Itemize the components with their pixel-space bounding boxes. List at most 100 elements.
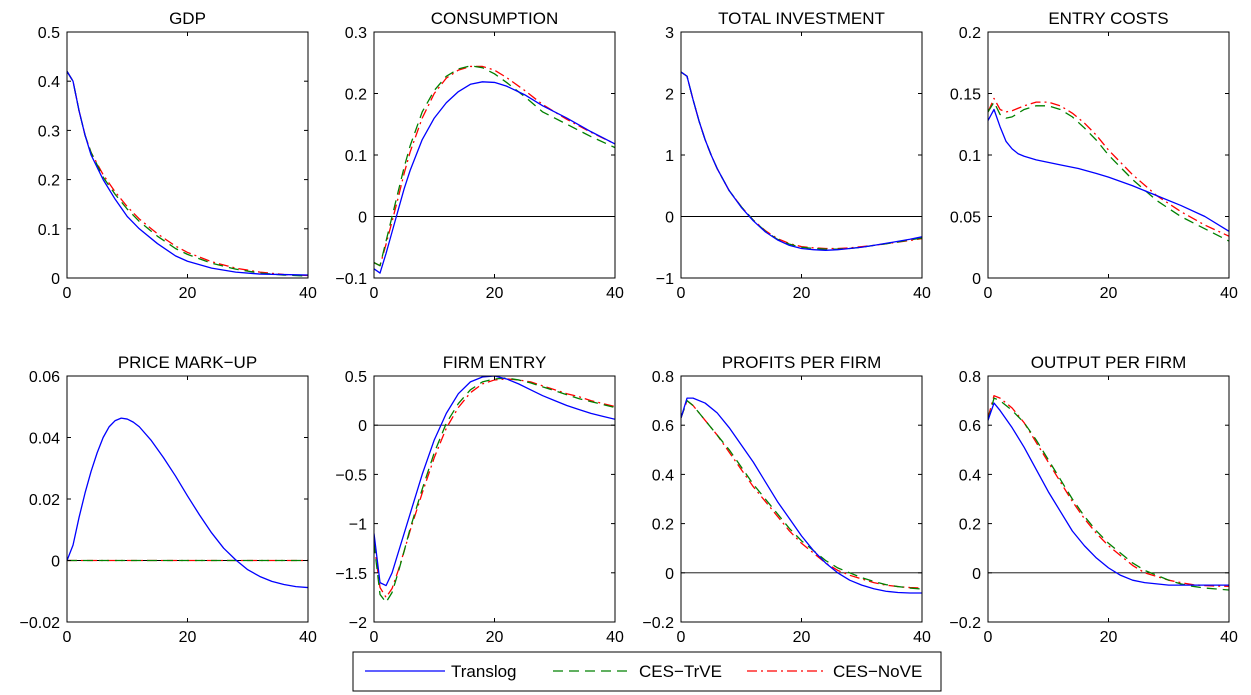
y-tick-label: −0.5: [335, 467, 367, 484]
series-group: [988, 97, 1229, 242]
x-tick-label: 0: [984, 285, 993, 302]
y-tick-label: −0.2: [949, 615, 981, 632]
y-tick-label: 0.2: [38, 173, 60, 190]
panel-1: GDP 0 0.1 0.2 0.3 0.4 0.5 0 20 40: [38, 9, 317, 302]
x-tick-label: 40: [1220, 629, 1238, 646]
y-tick-label: 0.06: [29, 369, 60, 386]
x-tick-label: 40: [299, 629, 317, 646]
y-tick-label: 0.15: [950, 87, 981, 104]
x-tick-label: 0: [63, 629, 72, 646]
series-line-ces-trve: [988, 101, 1229, 242]
panel-6: FIRM ENTRY −2 −1.5 −1 −0.5 0 0.5 0 20 40: [335, 353, 624, 646]
panel-title: CONSUMPTION: [431, 9, 559, 28]
x-tick-label: 20: [1100, 629, 1118, 646]
x-tick-label: 20: [793, 285, 811, 302]
axes-box: [373, 31, 616, 279]
axes-box: [373, 375, 616, 623]
legend: Translog CES−TrVE CES−NoVE: [352, 651, 942, 692]
panel-title: PROFITS PER FIRM: [722, 353, 882, 372]
series-group: [681, 71, 922, 251]
x-tick-label: 40: [299, 285, 317, 302]
y-tick-label: 0.3: [345, 25, 367, 42]
series-line-translog: [681, 397, 922, 594]
x-tick-label: 0: [370, 629, 379, 646]
y-tick-label: 1: [665, 148, 674, 165]
series-line-ces-trve: [681, 399, 922, 590]
series-line-ces-trve: [681, 71, 922, 250]
y-tick-label: 0: [972, 271, 981, 288]
x-tick-label: 40: [1220, 285, 1238, 302]
axes-box: [66, 31, 309, 279]
x-tick-label: 0: [63, 285, 72, 302]
y-tick-label: 0.1: [38, 222, 60, 239]
series-group: [67, 71, 308, 277]
series-group: [67, 417, 308, 589]
y-tick-label: 0.1: [345, 148, 367, 165]
y-tick-label: 0.6: [652, 418, 674, 435]
series-line-ces-trve: [374, 65, 615, 267]
y-tick-label: −0.02: [20, 615, 61, 632]
y-tick-label: −0.1: [335, 271, 367, 288]
series-line-ces-trve: [67, 71, 308, 277]
panel-title: ENTRY COSTS: [1048, 9, 1168, 28]
x-tick-label: 20: [486, 629, 504, 646]
x-tick-label: 40: [606, 629, 624, 646]
x-tick-label: 0: [370, 285, 379, 302]
series-line-ces-trve: [988, 397, 1229, 591]
x-tick-label: 20: [486, 285, 504, 302]
series-line-ces-nove: [67, 71, 308, 277]
panel-title: GDP: [169, 9, 206, 28]
series-line-translog: [374, 81, 615, 274]
y-tick-label: 0: [358, 418, 367, 435]
legend-label-translog: Translog: [451, 662, 517, 681]
series-group: [374, 65, 615, 274]
y-tick-label: 0.5: [345, 369, 367, 386]
series-line-ces-nove: [681, 399, 922, 589]
x-tick-label: 0: [677, 285, 686, 302]
y-tick-label: 0.5: [38, 25, 60, 42]
y-tick-label: 0: [51, 271, 60, 288]
y-tick-label: 0: [972, 566, 981, 583]
series-line-ces-nove: [374, 378, 615, 599]
legend-box: [352, 651, 942, 692]
y-tick-label: 0.1: [959, 148, 981, 165]
x-tick-label: 20: [1100, 285, 1118, 302]
y-tick-label: 0.6: [959, 418, 981, 435]
x-tick-label: 40: [913, 629, 931, 646]
series-line-translog: [988, 402, 1229, 586]
y-tick-label: 0.2: [652, 517, 674, 534]
y-tick-label: −2: [349, 615, 367, 632]
panel-title: FIRM ENTRY: [443, 353, 547, 372]
y-tick-label: 0: [665, 566, 674, 583]
series-line-ces-nove: [681, 71, 922, 250]
series-line-ces-trve: [374, 377, 615, 603]
panel-4: ENTRY COSTS 0 0.05 0.1 0.15 0.2 0 20 40: [950, 9, 1238, 302]
series-line-translog: [681, 71, 922, 251]
axes-box: [987, 31, 1230, 279]
series-line-translog: [374, 376, 615, 587]
series-group: [374, 376, 615, 603]
y-tick-label: 0: [665, 210, 674, 227]
panel-title: PRICE MARK−UP: [118, 353, 257, 372]
series-group: [681, 397, 922, 594]
y-tick-label: −1.5: [335, 566, 367, 583]
y-tick-label: 0.8: [652, 369, 674, 386]
x-tick-label: 20: [179, 629, 197, 646]
x-tick-label: 0: [677, 629, 686, 646]
y-tick-label: 0.2: [345, 87, 367, 104]
y-tick-label: 0.3: [38, 123, 60, 140]
y-tick-label: 3: [665, 25, 674, 42]
x-tick-label: 0: [984, 629, 993, 646]
legend-label-ces-trve: CES−TrVE: [639, 662, 722, 681]
x-tick-label: 20: [179, 285, 197, 302]
series-line-translog: [988, 108, 1229, 232]
series-line-translog: [67, 71, 308, 276]
axes-box: [66, 375, 309, 623]
panel-7: PROFITS PER FIRM−0.200.20.40.60.80 20 40: [642, 353, 931, 646]
series-line-ces-nove: [988, 97, 1229, 237]
y-tick-label: 0: [358, 210, 367, 227]
